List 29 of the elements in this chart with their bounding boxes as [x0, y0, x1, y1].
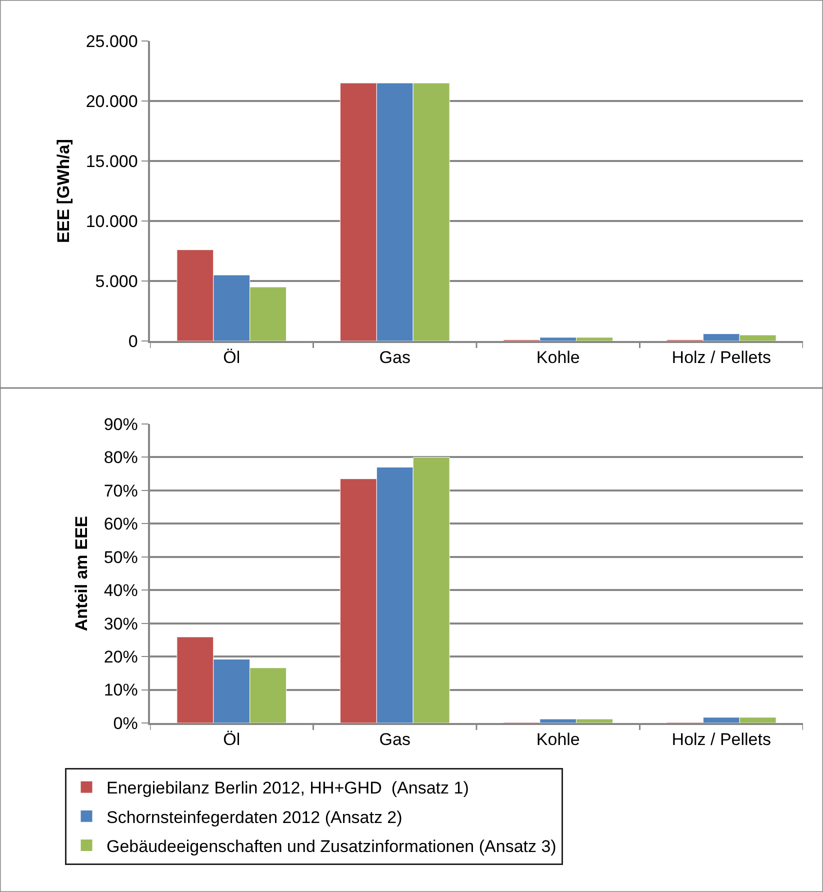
- x-tick-label: Gas: [379, 348, 410, 368]
- x-tick-label: Holz / Pellets: [672, 730, 771, 750]
- y-tick-label: 10%: [104, 680, 138, 700]
- x-tick-label: Holz / Pellets: [672, 348, 771, 368]
- x-tick-label: Kohle: [536, 730, 580, 750]
- x-tick-label: Öl: [223, 348, 240, 368]
- y-tick-label: 30%: [104, 614, 138, 634]
- y-tick-label: 50%: [104, 548, 138, 567]
- y-tick-label: 60%: [104, 514, 138, 534]
- y-axis-title: EEE [GWh/a]: [54, 139, 73, 243]
- y-axis-title: Anteil am EEE: [72, 516, 91, 632]
- y-tick-label: 40%: [104, 581, 138, 600]
- y-tick-label: 70%: [104, 481, 138, 500]
- y-tick-label: 0%: [113, 714, 138, 733]
- x-tick-label: Gas: [379, 730, 410, 750]
- y-tick-label: 20.000: [86, 92, 138, 111]
- y-tick-label: 25.000: [86, 32, 138, 51]
- y-tick-label: 5.000: [95, 272, 138, 291]
- x-tick-label: Kohle: [536, 348, 580, 368]
- y-tick-label: 80%: [104, 448, 138, 468]
- legend-label: Gebäudeeigenschaften und Zusatzinformationen (Ansatz 3): [106, 836, 556, 856]
- legend-label: Energiebilanz Berlin 2012, HH+GHD (Ansatz 1): [106, 778, 469, 798]
- y-tick-label: 90%: [104, 414, 138, 434]
- y-tick-label: 10.000: [86, 212, 138, 231]
- y-tick-label: 15.000: [86, 152, 138, 171]
- y-tick-label: 20%: [104, 648, 138, 667]
- legend-label: Schornsteinfegerdaten 2012 (Ansatz 2): [106, 808, 402, 827]
- y-tick-label: 0: [128, 332, 138, 351]
- x-tick-label: Öl: [223, 730, 240, 750]
